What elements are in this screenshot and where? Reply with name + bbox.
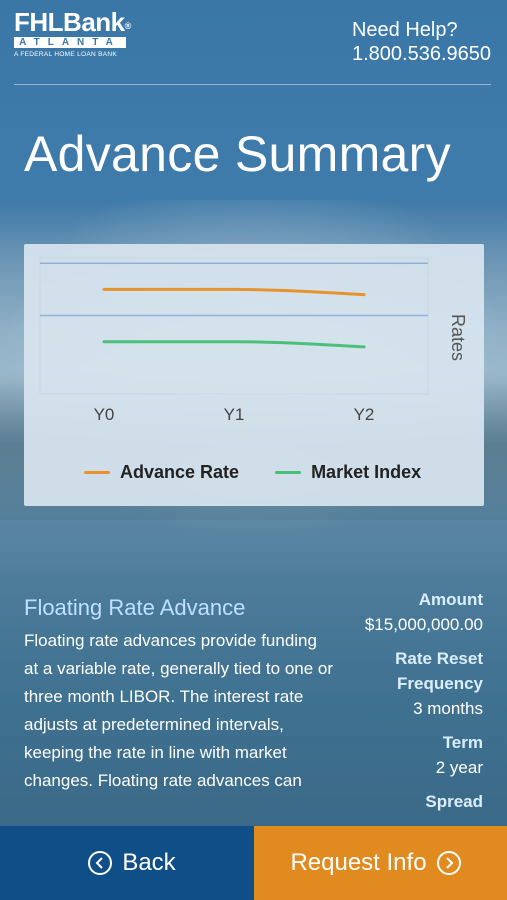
chart-plot: Y0 Y1 Y2 bbox=[39, 257, 429, 424]
request-info-label: Request Info bbox=[290, 849, 427, 876]
help-label: Need Help? bbox=[351, 19, 458, 41]
legend-item-market-index: Market Index bbox=[275, 462, 421, 483]
chart-legend: Advance Rate Market Index bbox=[84, 462, 457, 483]
registered-mark: ® bbox=[124, 21, 132, 31]
legend-swatch-advance-rate bbox=[84, 471, 110, 474]
rate-reset-value: 3 months bbox=[413, 699, 483, 718]
legend-label-advance-rate: Advance Rate bbox=[120, 462, 240, 482]
fhlbank-logo[interactable]: FHLBank® ATLANTA A FEDERAL HOME LOAN BAN… bbox=[14, 8, 144, 70]
amount-label: Amount bbox=[418, 590, 483, 609]
chart-ylabel: Rates bbox=[448, 314, 468, 362]
rate-reset-label: Rate Reset Frequency bbox=[395, 649, 483, 693]
header-divider bbox=[14, 84, 491, 85]
back-label: Back bbox=[122, 849, 176, 876]
series-line-market-index bbox=[102, 340, 366, 349]
product-title: Floating Rate Advance bbox=[24, 595, 246, 620]
logo-name: FHLBank bbox=[14, 7, 125, 37]
x-tick-label: Y1 bbox=[224, 405, 245, 424]
plot-frame bbox=[39, 257, 429, 395]
term-value: 2 year bbox=[435, 758, 483, 777]
logo-sub: ATLANTA bbox=[14, 37, 126, 48]
product-description: Floating rate advances provide funding a… bbox=[24, 631, 334, 790]
help-phone[interactable]: 1.800.536.9650 bbox=[351, 43, 491, 65]
advance-details: Amount $15,000,000.00 Rate Reset Frequen… bbox=[333, 587, 483, 814]
legend-swatch-market-index bbox=[275, 471, 302, 474]
amount-value: $15,000,000.00 bbox=[364, 615, 483, 634]
header: FHLBank® ATLANTA A FEDERAL HOME LOAN BAN… bbox=[0, 0, 507, 200]
term-label: Term bbox=[442, 733, 483, 752]
x-tick-label: Y2 bbox=[354, 405, 375, 424]
legend-item-advance-rate: Advance Rate bbox=[84, 462, 239, 483]
request-info-button[interactable]: Request Info bbox=[254, 826, 507, 900]
chevron-right-icon bbox=[436, 851, 461, 875]
back-button[interactable]: Back bbox=[0, 826, 254, 900]
page-title: Advance Summary bbox=[24, 126, 451, 182]
series-line-advance-rate bbox=[102, 287, 366, 297]
logo-tagline: A FEDERAL HOME LOAN BANK bbox=[14, 51, 118, 58]
legend-label-market-index: Market Index bbox=[311, 462, 422, 482]
rate-chart: Y0 Y1 Y2 Rates Advance Rate Market Index bbox=[24, 244, 484, 506]
spread-label: Spread bbox=[425, 792, 483, 811]
help-contact[interactable]: Need Help? 1.800.536.9650 bbox=[352, 18, 491, 66]
chevron-left-icon bbox=[88, 851, 113, 875]
x-tick-label: Y0 bbox=[94, 405, 115, 424]
